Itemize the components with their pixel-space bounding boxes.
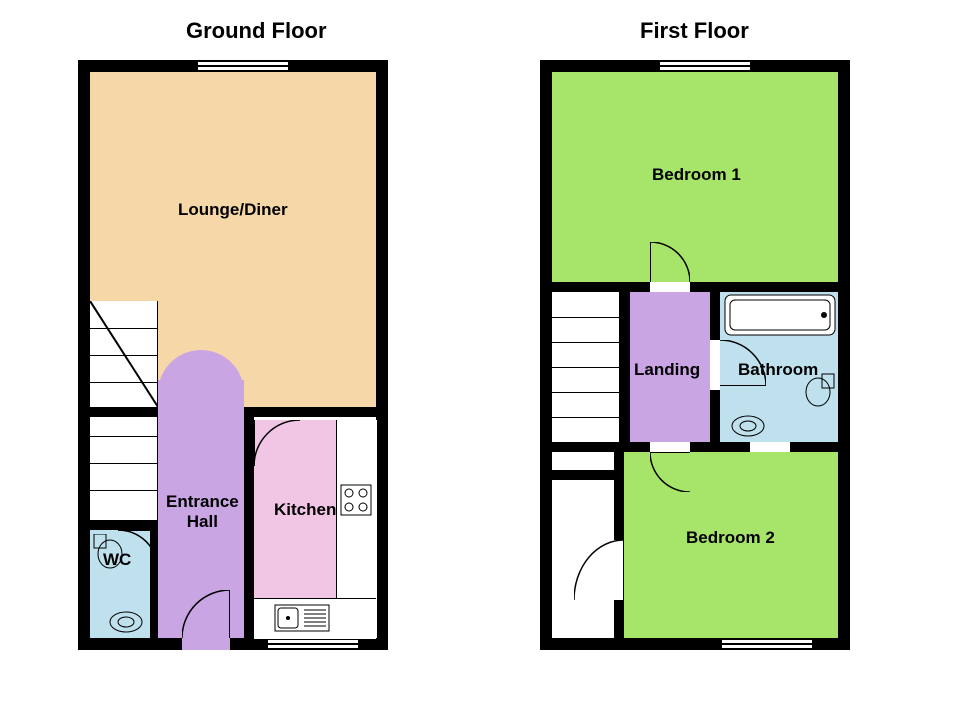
title-first: First Floor <box>640 18 749 44</box>
wall-f-v2b <box>710 390 720 442</box>
room-closet <box>552 480 614 638</box>
floorplan-page: Ground Floor First Floor <box>0 0 980 712</box>
wall-f-mid1b <box>690 442 750 452</box>
hob-icon <box>340 484 372 516</box>
window-f-top <box>658 62 752 70</box>
wall-int-g4 <box>90 520 158 530</box>
wall-outer-left-g <box>78 60 90 650</box>
label-bed1: Bedroom 1 <box>652 165 741 185</box>
window-g-top <box>196 62 290 70</box>
label-bath: Bathroom <box>738 360 818 380</box>
wall-f-top1b <box>690 282 838 292</box>
wall-outer-left-f <box>540 60 552 650</box>
label-kitchen: Kitchen <box>274 500 336 520</box>
plan-first: Bedroom 1 Landing Bathroom Bedroom 2 <box>540 60 850 650</box>
sink-icon <box>274 604 330 632</box>
wall-int-g2 <box>244 407 254 638</box>
wall-f-mid1c <box>790 442 838 452</box>
wall-f-v2a <box>710 292 720 340</box>
wall-int-g3 <box>150 520 158 638</box>
label-wc: WC <box>103 550 131 570</box>
wall-f-v3b <box>614 600 624 638</box>
plan-ground: Lounge/Diner Entrance Hall Kitchen WC <box>78 60 388 650</box>
bath-basin-icon <box>730 414 766 438</box>
stairs-g <box>90 301 158 521</box>
window-f-btm <box>720 640 814 648</box>
front-door-gap <box>182 638 230 650</box>
label-bed2: Bedroom 2 <box>686 528 775 548</box>
label-landing: Landing <box>634 360 700 380</box>
stairs-f <box>552 292 620 470</box>
wall-f-top1a <box>552 282 650 292</box>
wall-f-closet-top <box>552 470 614 480</box>
bathtub-icon <box>724 294 836 336</box>
wall-outer-right-f <box>838 60 850 650</box>
wall-outer-right-g <box>376 60 388 650</box>
wall-f-v1 <box>620 292 630 442</box>
label-lounge: Lounge/Diner <box>178 200 288 220</box>
wall-int-g1b <box>244 407 376 417</box>
label-hall: Entrance Hall <box>166 492 239 531</box>
title-ground: Ground Floor <box>186 18 327 44</box>
wc-basin-icon <box>108 610 144 634</box>
window-g-btm <box>266 640 360 648</box>
